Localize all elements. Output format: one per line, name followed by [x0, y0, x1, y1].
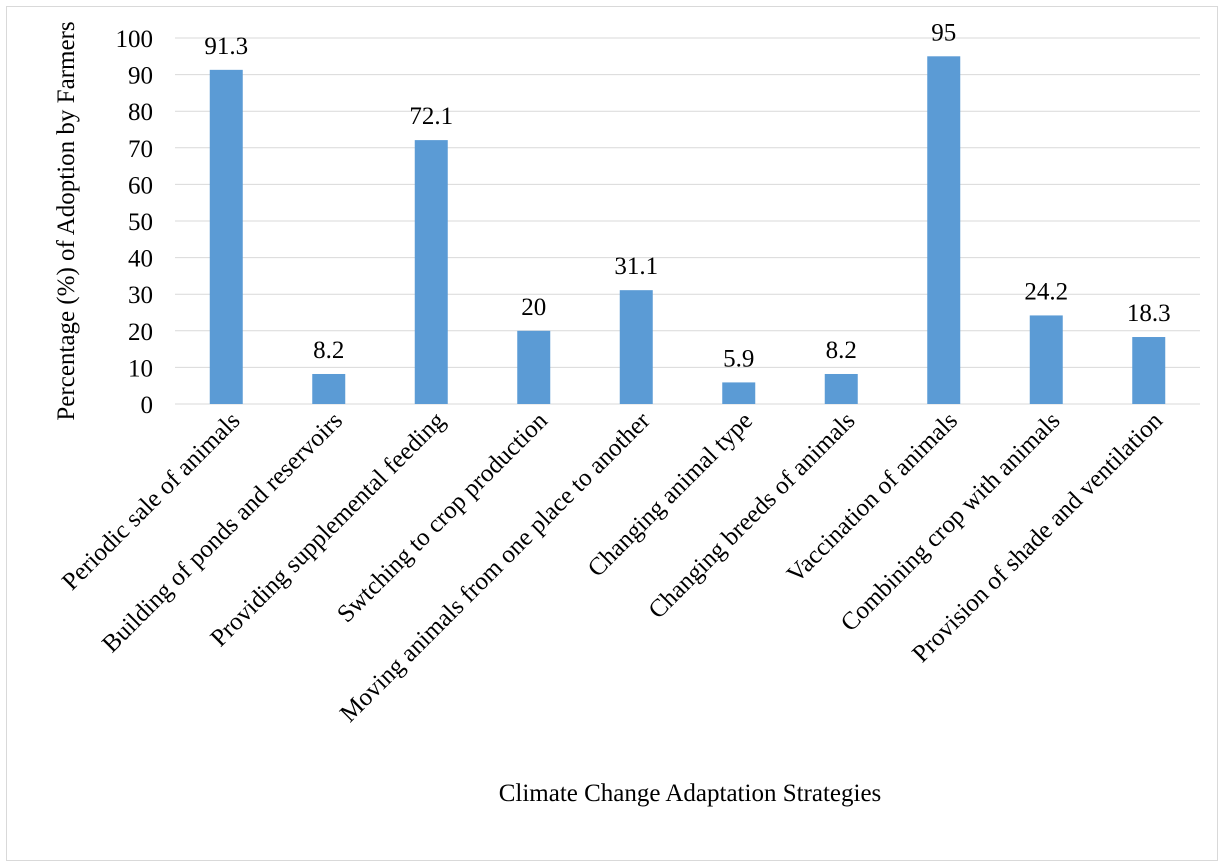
y-tick-label: 70 [128, 136, 153, 163]
x-axis-title: Climate Change Adaptation Strategies [499, 780, 882, 807]
y-tick-label: 20 [128, 319, 153, 346]
y-tick-label: 90 [128, 63, 153, 90]
data-label: 18.3 [1127, 300, 1171, 327]
y-tick-label: 60 [128, 172, 153, 199]
y-tick-label: 100 [116, 26, 154, 53]
data-label: 20 [521, 294, 546, 321]
y-tick-label: 10 [128, 355, 153, 382]
bar [824, 373, 858, 404]
data-label: 72.1 [409, 103, 453, 130]
bar [414, 140, 448, 404]
y-tick-label: 40 [128, 246, 153, 273]
bar [927, 56, 961, 405]
data-label: 24.2 [1024, 278, 1068, 305]
y-tick-label: 80 [128, 99, 153, 126]
data-label: 5.9 [723, 345, 754, 372]
x-category-label: Combining crop with animals [836, 407, 1066, 637]
bar [312, 373, 346, 404]
data-label: 8.2 [826, 337, 857, 364]
x-category-label: Periodic sale of animals [57, 407, 245, 595]
bar [619, 290, 653, 404]
bar [209, 69, 243, 404]
y-tick-label: 50 [128, 209, 153, 236]
x-category-label: Swtching to crop production [332, 407, 553, 628]
data-label: 95 [931, 19, 956, 46]
y-tick-label: 0 [141, 392, 154, 419]
bar [1029, 315, 1063, 404]
bars [209, 56, 1166, 405]
x-category-label: Changing breeds of animals [644, 407, 861, 624]
y-tick-label: 30 [128, 282, 153, 309]
data-labels: 91.3 8.2 72.1 20 31.1 5.9 8.2 95 24.2 18.3 [204, 19, 1170, 372]
bar [722, 382, 756, 404]
data-label: 8.2 [313, 337, 344, 364]
y-axis-title: Percentage (%) of Adoption by Farmers [53, 21, 80, 420]
data-label: 91.3 [204, 33, 248, 60]
bar [517, 330, 551, 404]
y-tick-labels: 0 10 20 30 40 50 60 70 80 90 100 [116, 26, 154, 419]
bar [1132, 337, 1166, 404]
gridlines [175, 37, 1200, 405]
x-category-label: Vaccination of animals [782, 407, 963, 588]
chart-frame [6, 6, 1218, 861]
data-label: 31.1 [614, 253, 658, 280]
